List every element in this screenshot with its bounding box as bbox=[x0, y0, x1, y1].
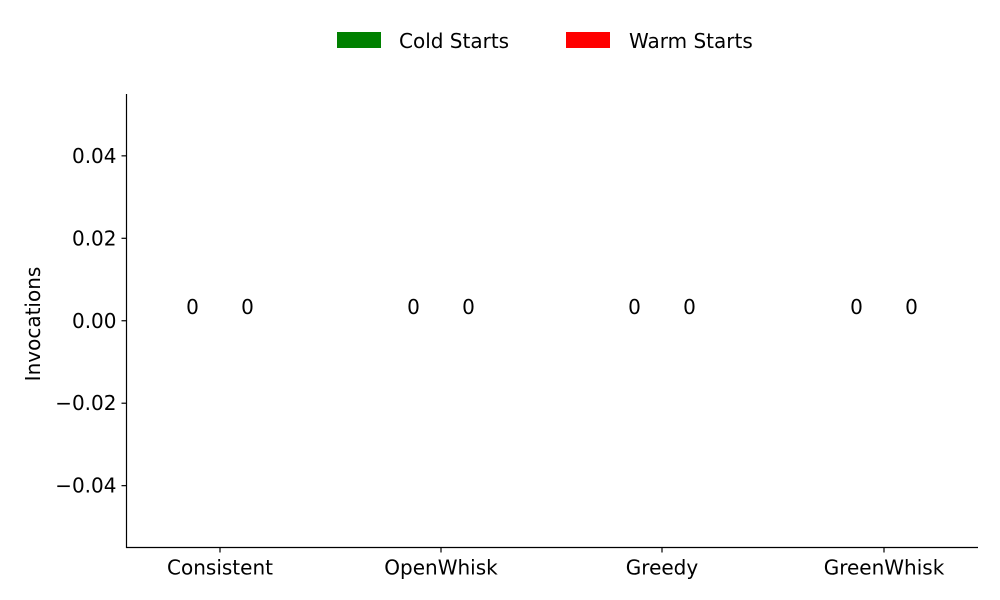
legend: Cold Starts Warm Starts bbox=[337, 29, 753, 53]
y-tick-label: −0.02 bbox=[55, 391, 116, 415]
data-labels: 0 0 0 0 0 0 0 0 bbox=[186, 295, 918, 319]
data-label: 0 bbox=[905, 295, 918, 319]
axes bbox=[125, 94, 978, 549]
y-axis-title: Invocations bbox=[21, 267, 45, 382]
y-tick-label: 0.00 bbox=[72, 309, 117, 333]
data-label: 0 bbox=[186, 295, 199, 319]
x-tick-label-consistent: Consistent bbox=[167, 556, 273, 580]
x-tick-label-greenwhisk: GreenWhisk bbox=[824, 556, 945, 580]
legend-label-warm-starts: Warm Starts bbox=[629, 29, 753, 53]
data-label: 0 bbox=[683, 295, 696, 319]
legend-swatch-warm-starts bbox=[566, 32, 610, 48]
legend-swatch-cold-starts bbox=[337, 32, 381, 48]
x-ticks: Consistent OpenWhisk Greedy GreenWhisk bbox=[167, 547, 945, 580]
legend-label-cold-starts: Cold Starts bbox=[399, 29, 509, 53]
y-ticks: −0.04 −0.02 0.00 0.02 0.04 bbox=[55, 144, 127, 498]
y-tick-label: 0.04 bbox=[72, 144, 117, 168]
data-label: 0 bbox=[628, 295, 641, 319]
data-label: 0 bbox=[850, 295, 863, 319]
x-tick-label-openwhisk: OpenWhisk bbox=[384, 556, 498, 580]
x-tick-label-greedy: Greedy bbox=[626, 556, 699, 580]
y-tick-label: 0.02 bbox=[72, 226, 117, 250]
data-label: 0 bbox=[407, 295, 420, 319]
data-label: 0 bbox=[462, 295, 475, 319]
y-tick-label: −0.04 bbox=[55, 474, 116, 498]
data-label: 0 bbox=[241, 295, 254, 319]
